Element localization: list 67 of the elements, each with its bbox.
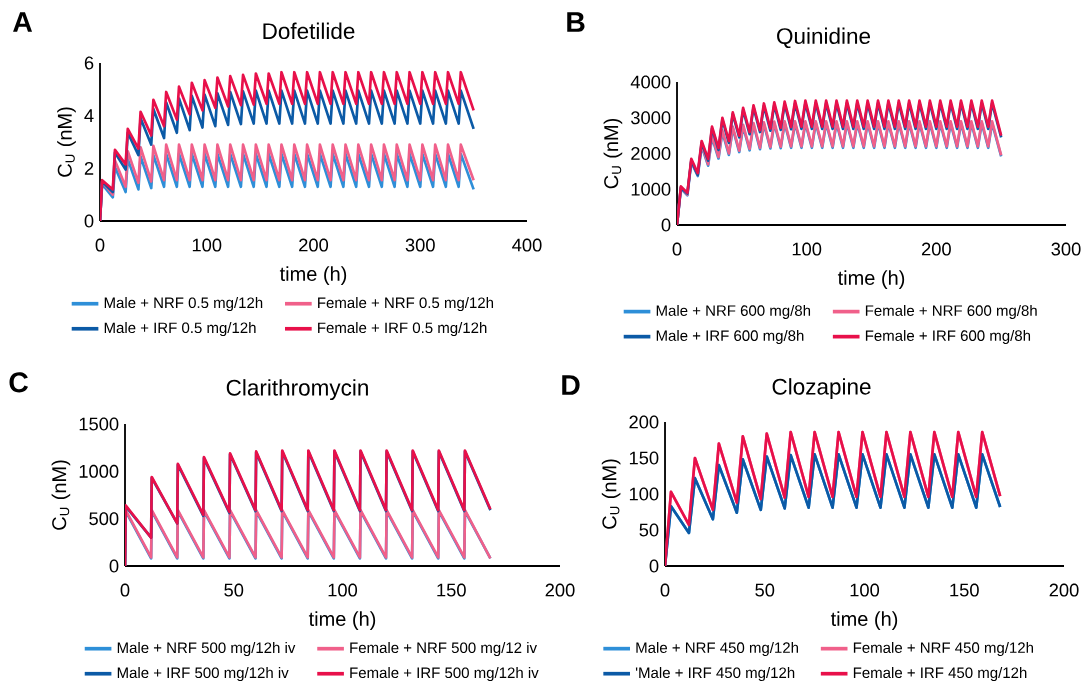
legend-label: 'Male + IRF 450 mg/12h (635, 667, 795, 681)
x-tick-label: 50 (224, 583, 244, 597)
legend-label: Male + NRF 500 mg/12h iv (117, 642, 296, 656)
y-tick-label: 1500 (79, 417, 119, 431)
legend-label: Female + NRF 600 mg/8h (865, 304, 1037, 319)
legend-label: Female + NRF 500 mg/12 iv (350, 642, 537, 656)
legend-label: Female + IRF 500 mg/12h iv (350, 667, 539, 682)
legend-label: Female + IRF 600 mg/8h (865, 329, 1031, 344)
x-axis-title: time (h) (308, 611, 376, 630)
y-axis-title: C$_{U}$ (nM) (603, 118, 623, 189)
legend-label: Male + IRF 0.5 mg/12h (104, 322, 256, 337)
x-tick-label: 0 (120, 583, 130, 597)
chart-title: Clozapine (772, 378, 871, 400)
y-tick-label: 0 (661, 218, 671, 232)
x-axis-title: time (h) (837, 270, 905, 289)
x-tick-label: 300 (1051, 242, 1081, 256)
y-tick-label: 0 (109, 559, 119, 573)
x-axis-title: time (h) (830, 611, 898, 630)
y-tick-label: 1000 (631, 182, 671, 196)
legend-label: Male + IRF 500 mg/12h iv (117, 667, 289, 682)
x-tick-label: 100 (192, 238, 222, 252)
y-tick-label: 1000 (79, 464, 119, 478)
y-tick-label: 4 (84, 109, 94, 122)
x-axis-title: time (h) (279, 266, 347, 285)
x-tick-label: 100 (328, 583, 358, 597)
legend-label: Female + IRF 0.5 mg/12h (318, 322, 487, 337)
y-tick-label: 150 (629, 451, 659, 465)
y-tick-label: 500 (89, 512, 119, 526)
y-tick-label: 4000 (630, 75, 671, 89)
legend-label: Male + NRF 450 mg/12h (636, 641, 798, 656)
y-tick-label: 6 (84, 56, 94, 70)
x-tick-label: 200 (299, 238, 329, 252)
chart-title: Quinidine (777, 27, 871, 49)
text: A (13, 12, 33, 32)
legend-label: Male + IRF 600 mg/8h (656, 329, 804, 344)
y-tick-label: 2000 (631, 147, 671, 160)
text: B (567, 12, 585, 32)
x-tick-label: 200 (1049, 583, 1079, 597)
x-tick-label: 200 (921, 242, 951, 256)
y-tick-label: 200 (629, 415, 659, 429)
x-tick-label: 0 (672, 242, 682, 256)
chart-title: Dofetilide (263, 22, 355, 40)
text: D (562, 375, 580, 395)
y-tick-label: 2 (84, 161, 94, 175)
legend-label: Female + NRF 450 mg/12h (853, 641, 1033, 656)
chart-title: Clarithromycin (226, 379, 368, 401)
y-tick-label: 50 (639, 523, 659, 537)
x-tick-label: 100 (792, 242, 822, 256)
y-axis-title: C$_{U}$ (nM) (51, 460, 71, 530)
x-tick-label: 200 (545, 583, 575, 597)
x-tick-label: 100 (850, 583, 880, 597)
y-tick-label: 3000 (631, 111, 671, 125)
y-tick-label: 0 (84, 214, 94, 228)
legend-label: Female + NRF 0.5 mg/12h (318, 297, 494, 312)
x-tick-label: 150 (950, 583, 979, 597)
y-tick-label: 0 (649, 559, 659, 573)
x-tick-label: 300 (405, 238, 435, 252)
y-axis-title: C$_{U}$ (nM) (57, 107, 76, 177)
legend-label: Male + NRF 600 mg/8h (656, 304, 811, 319)
y-tick-label: 100 (629, 487, 659, 501)
y-axis-title: C$_{U}$ (nM) (601, 459, 621, 529)
x-tick-label: 400 (512, 238, 542, 252)
x-tick-label: 150 (437, 583, 466, 597)
x-tick-label: 50 (755, 583, 775, 597)
legend-label: Male + NRF 0.5 mg/12h (104, 297, 263, 312)
legend-label: Female + IRF 450 mg/12h (853, 667, 1027, 681)
text: C (9, 372, 29, 393)
